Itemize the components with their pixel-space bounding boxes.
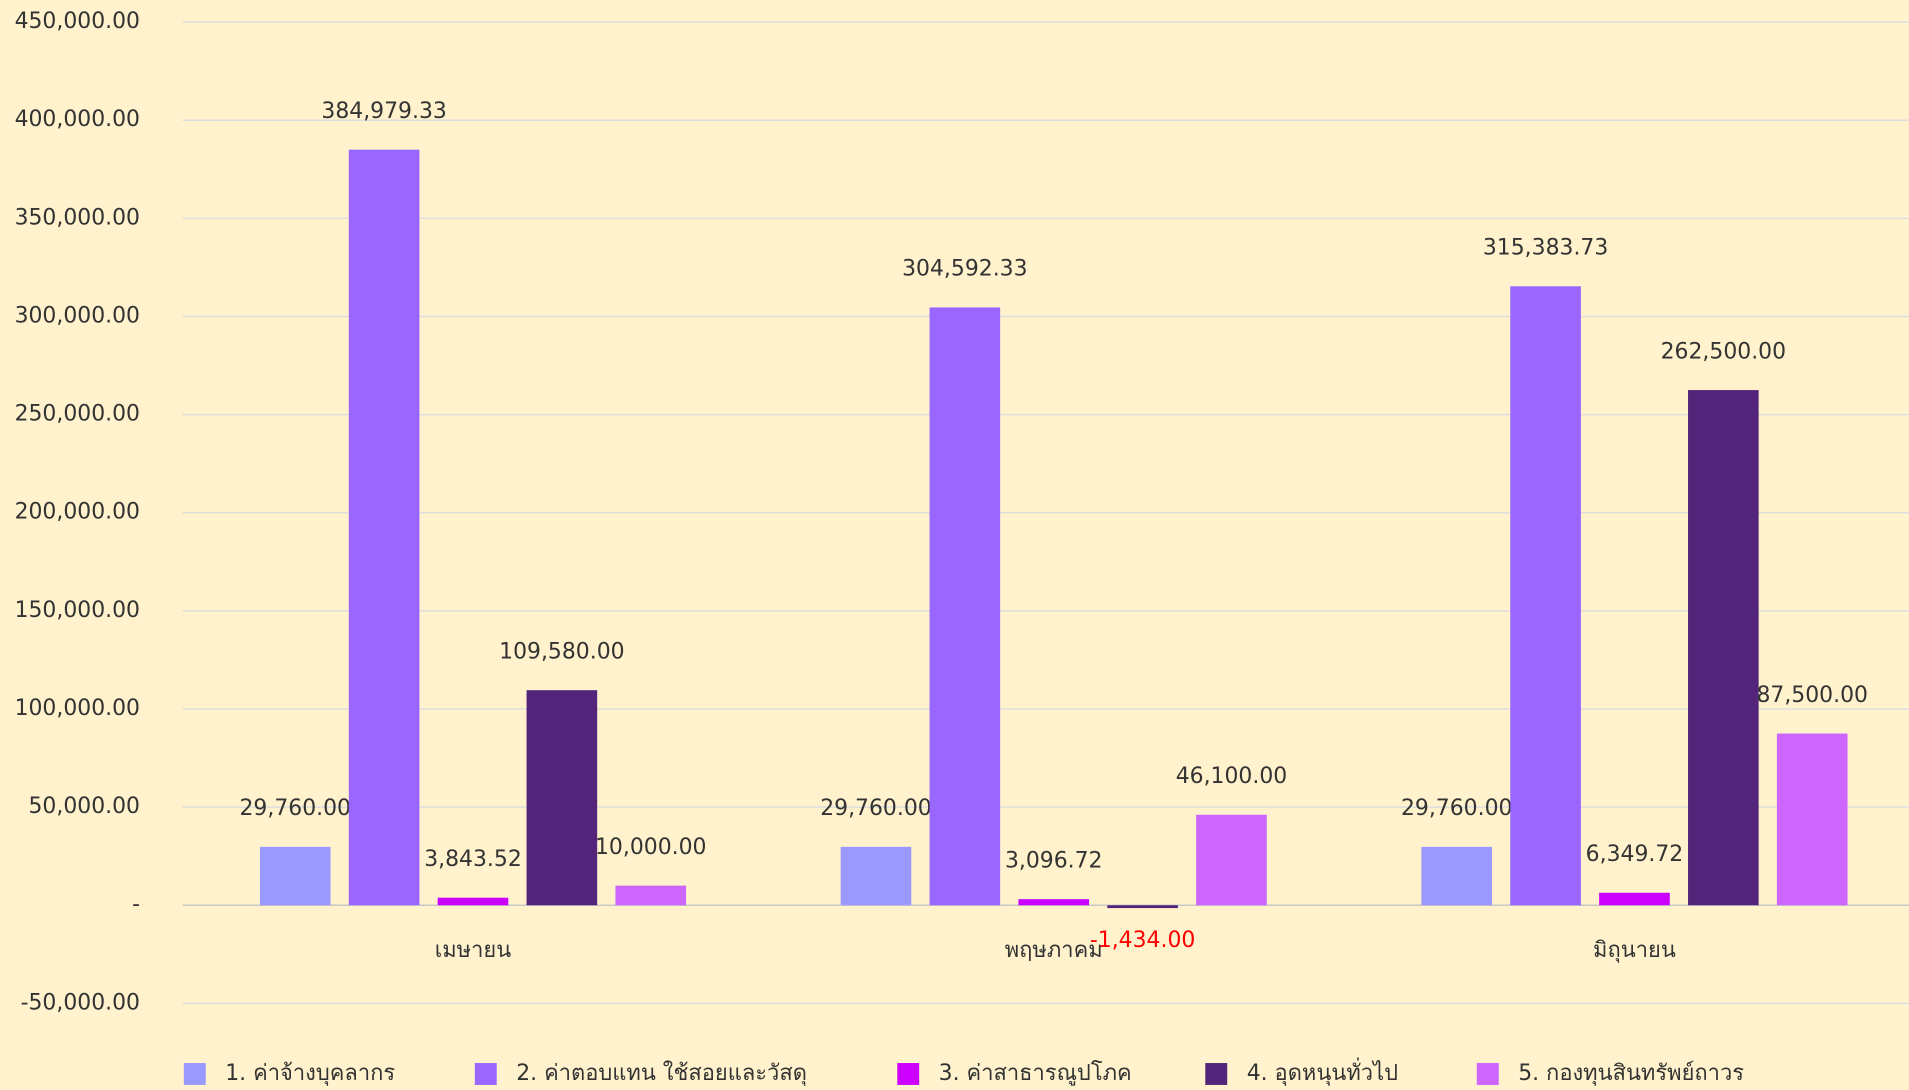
- y-tick-label: 400,000.00: [15, 107, 140, 132]
- data-label: 315,383.73: [1483, 236, 1608, 261]
- data-label: 109,580.00: [499, 639, 624, 664]
- legend-label: 2. ค่าตอบแทน ใช้สอยและวัสดุ: [516, 1060, 807, 1086]
- legend-label: 3. ค่าสาธารณูปโภค: [939, 1060, 1132, 1086]
- legend-swatch: [1205, 1063, 1228, 1085]
- x-tick-label: เมษายน: [435, 938, 512, 963]
- data-label: 3,096.72: [1005, 848, 1103, 873]
- legend-label: 5. กองทุนสินทรัพย์ถาวร: [1518, 1061, 1744, 1086]
- data-label: 29,760.00: [1401, 796, 1513, 821]
- bar: [840, 846, 912, 906]
- bar: [259, 846, 331, 906]
- bar: [1421, 846, 1493, 906]
- bar: [615, 885, 687, 906]
- y-tick-label: -: [132, 892, 140, 917]
- legend-label: 1. ค่าจ้างบุคลากร: [225, 1061, 395, 1086]
- legend-swatch: [183, 1063, 206, 1085]
- bar: [929, 307, 1001, 906]
- y-tick-label: 450,000.00: [15, 9, 140, 34]
- legend-swatch: [474, 1063, 497, 1085]
- y-tick-label: -50,000.00: [21, 990, 140, 1015]
- data-label: 6,349.72: [1586, 842, 1684, 867]
- bar: [526, 690, 598, 906]
- bar: [1107, 905, 1178, 909]
- legend-label: 4. อุดหนุนทั่วไป: [1247, 1057, 1398, 1086]
- y-tick-label: 150,000.00: [15, 598, 140, 623]
- y-tick-label: 50,000.00: [29, 794, 141, 819]
- bar: [1688, 390, 1759, 906]
- data-label: 304,592.33: [902, 257, 1027, 282]
- x-tick-label: พฤษภาคม: [1005, 938, 1103, 963]
- y-tick-label: 300,000.00: [15, 303, 140, 328]
- y-tick-label: 250,000.00: [15, 402, 140, 427]
- data-label: 29,760.00: [239, 796, 350, 821]
- bar: [1018, 899, 1090, 906]
- x-tick-label: มิถุนายน: [1593, 938, 1676, 963]
- data-label: 3,843.52: [424, 847, 522, 872]
- data-label: 87,500.00: [1756, 683, 1867, 708]
- y-tick-label: 200,000.00: [15, 500, 140, 525]
- bar: [437, 897, 509, 906]
- y-tick-label: 100,000.00: [15, 696, 140, 721]
- bar: [1510, 286, 1581, 906]
- data-label: 262,500.00: [1661, 339, 1786, 364]
- data-label: 46,100.00: [1176, 764, 1288, 789]
- data-label: 10,000.00: [595, 835, 707, 860]
- bar: [1196, 814, 1267, 906]
- data-label: 29,760.00: [820, 796, 932, 821]
- data-label: 384,979.33: [321, 99, 446, 124]
- bar: [1776, 733, 1848, 906]
- y-tick-label: 350,000.00: [15, 205, 140, 230]
- data-label: -1,434.00: [1090, 928, 1195, 953]
- bar: [1599, 892, 1670, 906]
- legend-swatch: [897, 1063, 920, 1085]
- bar: [348, 149, 420, 906]
- legend-swatch: [1476, 1063, 1499, 1085]
